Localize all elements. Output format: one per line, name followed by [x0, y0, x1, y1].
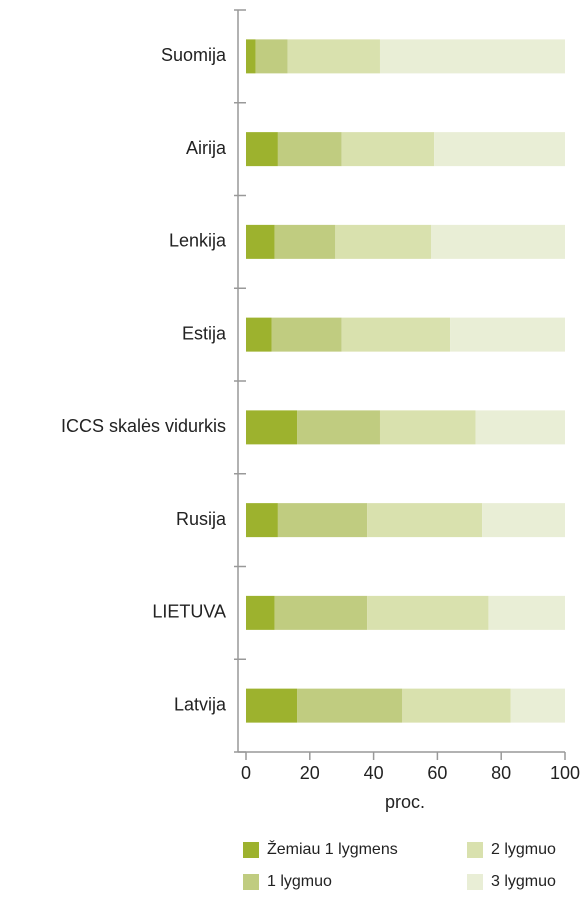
bar-segment	[475, 410, 565, 445]
legend-label: 3 lygmuo	[491, 873, 556, 890]
legend-swatch	[243, 842, 259, 858]
x-axis-label: proc.	[385, 792, 425, 812]
x-tick-label: 40	[364, 763, 384, 783]
category-label: Lenkija	[169, 231, 227, 251]
bar-segment	[287, 39, 380, 74]
x-tick-label: 60	[427, 763, 447, 783]
x-tick-label: 100	[550, 763, 580, 783]
legend-swatch	[243, 874, 259, 890]
category-label: Estija	[182, 323, 227, 343]
bar-segment	[402, 688, 511, 723]
bar-segment	[255, 39, 288, 74]
legend-swatch	[467, 874, 483, 890]
bar-segment	[450, 317, 565, 352]
bar-segment	[274, 224, 336, 259]
bar-segment	[341, 132, 435, 167]
bar-segment	[488, 595, 565, 630]
category-label: Suomija	[161, 45, 227, 65]
bar-segment	[297, 688, 403, 723]
bar-segment	[246, 595, 275, 630]
bar-segment	[367, 595, 489, 630]
bar-segment	[510, 688, 565, 723]
bar-segment	[335, 224, 432, 259]
category-label: Airija	[186, 138, 227, 158]
bar-segment	[482, 503, 565, 538]
bar-segment	[277, 503, 368, 538]
bar-segment	[246, 410, 298, 445]
bar-segment	[379, 410, 476, 445]
x-tick-label: 80	[491, 763, 511, 783]
bar-segment	[246, 39, 256, 74]
bar-segment	[271, 317, 342, 352]
x-tick-label: 0	[241, 763, 251, 783]
category-label: ICCS skalės vidurkis	[61, 416, 226, 436]
legend-swatch	[467, 842, 483, 858]
bar-segment	[431, 224, 565, 259]
bar-segment	[246, 688, 298, 723]
category-label: Rusija	[176, 509, 227, 529]
bar-segment	[341, 317, 451, 352]
bar-segment	[246, 503, 278, 538]
bar-segment	[277, 132, 342, 167]
legend-label: 1 lygmuo	[267, 873, 332, 890]
x-tick-label: 20	[300, 763, 320, 783]
bar-segment	[379, 39, 565, 74]
bar-segment	[246, 317, 272, 352]
legend-label: Žemiau 1 lygmens	[267, 839, 398, 858]
bar-segment	[367, 503, 483, 538]
bar-segment	[297, 410, 380, 445]
bar-segment	[246, 224, 275, 259]
category-label: LIETUVA	[152, 602, 226, 622]
legend-label: 2 lygmuo	[491, 841, 556, 858]
category-label: Latvija	[174, 694, 227, 714]
bar-segment	[274, 595, 368, 630]
bar-segment	[434, 132, 565, 167]
bar-segment	[246, 132, 278, 167]
